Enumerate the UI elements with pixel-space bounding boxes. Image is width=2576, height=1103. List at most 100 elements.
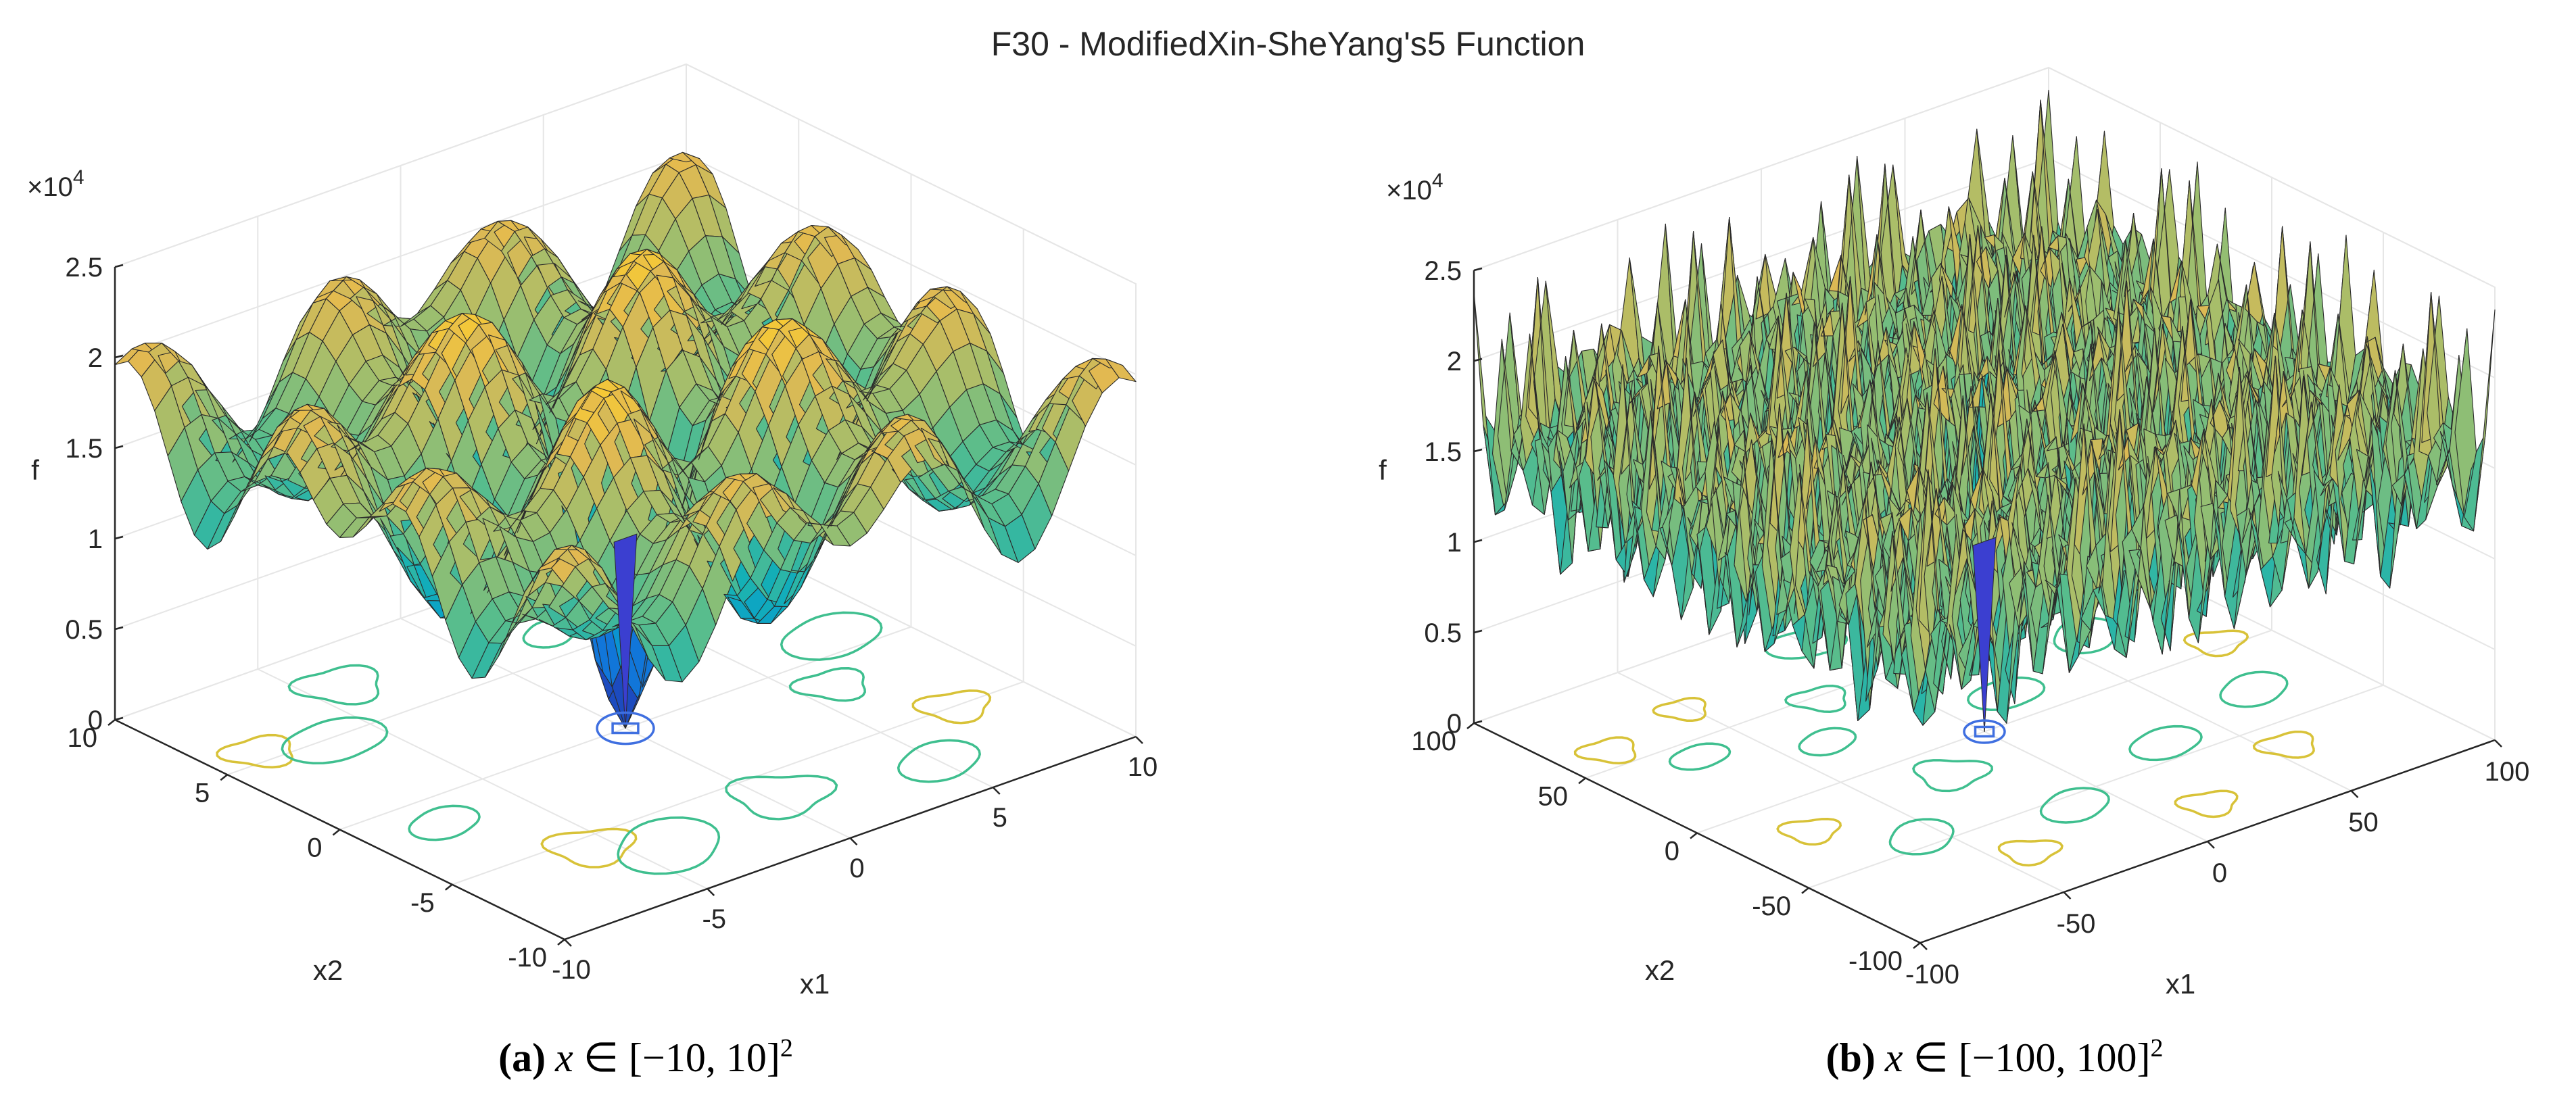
surface-mesh [114, 151, 1137, 729]
surface-mesh [1473, 89, 2496, 733]
z-tick [114, 716, 124, 721]
z-tick-label: 1 [1447, 528, 1462, 558]
x2-tick-label: -50 [1752, 891, 1791, 921]
floor-contour [1652, 697, 1707, 722]
x2-tick-label: 0 [1665, 837, 1679, 866]
x1-tick-label: 50 [2348, 808, 2379, 837]
x1-tick [564, 939, 572, 947]
x1-tick-label: 5 [993, 803, 1007, 833]
floor-contour [897, 739, 981, 783]
x2-tick-label: -5 [410, 888, 435, 918]
x2-tick-label: -10 [508, 943, 547, 973]
x1-tick-label: 10 [1128, 752, 1158, 782]
floor-contour [1573, 736, 1637, 765]
z-tick [114, 445, 124, 449]
x2-tick [444, 883, 453, 891]
x1-tick [2350, 790, 2359, 798]
x2-tick-label: 0 [307, 833, 322, 863]
z-tick-label: 2 [88, 343, 103, 373]
floor-contour [2174, 789, 2239, 818]
z-tick-label: 1 [88, 524, 103, 554]
x2-tick-label: 10 [68, 723, 98, 753]
x2-axis-label: x2 [313, 954, 343, 986]
x2-tick [1913, 942, 1921, 949]
x1-tick [2063, 891, 2072, 900]
z-multiplier: ×104 [1386, 170, 1444, 205]
minimum-contour [1963, 719, 2006, 744]
z-tick-label: 0.5 [1424, 618, 1462, 648]
z-tick [1473, 720, 1483, 725]
minimum-contour [1974, 725, 1995, 738]
x2-tick-label: 5 [195, 778, 210, 808]
floor-contour [540, 827, 638, 868]
panel-caption: (a) x ∈ [−10, 10]2 [498, 1034, 793, 1080]
x2-tick [1466, 722, 1475, 729]
floor-contour [1888, 818, 1955, 856]
z-tick-label: 2 [1447, 347, 1462, 376]
floor-contour [780, 611, 883, 661]
x1-tick-label: -100 [1905, 960, 1959, 989]
x2-tick [108, 719, 116, 726]
x1-tick-label: 0 [2212, 858, 2227, 888]
z-tick [114, 354, 124, 359]
z-tick [1473, 539, 1483, 543]
floor-contour [911, 689, 992, 725]
x2-tick-label: -100 [1848, 946, 1903, 976]
z-tick [1473, 629, 1483, 634]
x2-tick-label: 100 [1411, 727, 1456, 756]
x1-tick [849, 837, 858, 845]
z-tick-label: 2.5 [1424, 256, 1462, 286]
minimum-contour [596, 711, 655, 745]
floor-contour [408, 804, 481, 841]
z-tick-label: 0.5 [65, 615, 103, 645]
x1-tick-label: -50 [2057, 909, 2096, 939]
floor-contour [2219, 670, 2289, 708]
floor-contour [1668, 742, 1732, 771]
floor-contour [617, 816, 721, 875]
z-axis-label: f [31, 454, 39, 486]
x1-tick-label: 100 [2485, 757, 2530, 787]
surface-plot-b: -100-50050100-100-5005010000.511.522.5×1… [1379, 66, 2530, 1080]
x1-tick [992, 787, 1001, 795]
x1-tick-label: -5 [702, 904, 726, 934]
floor-contour [725, 775, 838, 820]
floor-contour [1784, 685, 1846, 713]
x2-tick-label: 50 [1538, 781, 1569, 811]
x2-tick [1801, 887, 1809, 894]
z-axis-label: f [1379, 454, 1387, 486]
x1-tick [2207, 841, 2215, 849]
x1-tick [1919, 942, 1928, 950]
z-tick-label: 1.5 [65, 434, 103, 464]
floor-contour [2039, 787, 2110, 824]
x2-axis-label: x2 [1645, 954, 1675, 986]
z-tick [1473, 358, 1483, 362]
floor-contour [1912, 759, 1993, 793]
floor-contour [2128, 725, 2203, 762]
minimum-contour [611, 722, 640, 735]
z-tick-label: 1.5 [1424, 437, 1462, 467]
z-tick [1473, 267, 1483, 272]
z-tick [114, 535, 124, 540]
z-tick [114, 264, 124, 268]
x1-tick [2494, 739, 2502, 747]
figure-title: F30 - ModifiedXin-SheYang's5 Function [991, 25, 1585, 63]
x2-tick [332, 829, 341, 836]
x1-tick-label: -10 [552, 955, 591, 985]
floor-contour [1776, 817, 1842, 846]
surface-facet [2473, 309, 2496, 532]
x2-tick [557, 939, 565, 946]
x1-tick-label: 0 [849, 854, 864, 883]
floor-contour [2183, 629, 2249, 658]
z-tick [1473, 448, 1483, 453]
z-tick [114, 626, 124, 631]
global-minimum-spike [1972, 537, 1997, 732]
floor-contour [1997, 839, 2064, 867]
floor-contour [2252, 730, 2315, 759]
x2-tick [220, 774, 229, 781]
surface-facet [1105, 358, 1137, 383]
floor-contour [1798, 727, 1857, 757]
z-tick-label: 0 [88, 706, 103, 735]
global-minimum-spike [613, 533, 638, 729]
